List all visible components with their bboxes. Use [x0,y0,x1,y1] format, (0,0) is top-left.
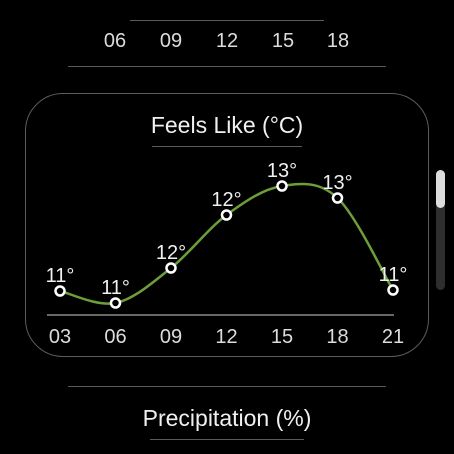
data-label: 11° [101,277,130,299]
top-panel-hour-label: 09 [159,30,183,52]
data-point [220,209,233,221]
data-label: 11° [379,264,408,286]
data-label: 12° [211,189,241,211]
card-title: Feels Like (°C) [150,112,304,138]
x-tick-label: 06 [104,326,126,348]
data-point [387,284,399,296]
x-tick-label: 15 [271,326,293,348]
data-point [109,297,122,309]
next-section-divider [68,386,386,387]
x-tick-label: 18 [326,326,348,348]
x-tick-label: 09 [160,326,182,348]
data-label: 13° [267,160,297,182]
x-tick-label: 12 [215,326,237,348]
x-tick-label: 03 [49,326,71,348]
data-label: 12° [156,242,186,264]
precipitation-section-title: Precipitation (%) [142,405,312,431]
card-title-underline [152,146,302,147]
scrollbar[interactable] [436,170,445,290]
precipitation-title-underline [150,439,304,440]
top-panel-hour-label: 06 [103,30,127,52]
data-point [54,285,66,297]
top-panel-hour-label: 18 [326,30,350,52]
data-point [331,192,344,204]
top-panel-top-border [130,20,324,21]
data-label: 11° [46,265,75,287]
top-panel-hour-label: 15 [271,30,295,52]
feels-like-card[interactable] [25,93,429,357]
data-label: 13° [322,172,352,194]
top-panel-divider [68,66,386,67]
x-tick-label: 21 [382,326,404,348]
top-panel-hour-label: 12 [215,30,239,52]
data-point [276,180,288,192]
scrollbar-thumb[interactable] [436,170,445,208]
data-point [165,262,177,274]
